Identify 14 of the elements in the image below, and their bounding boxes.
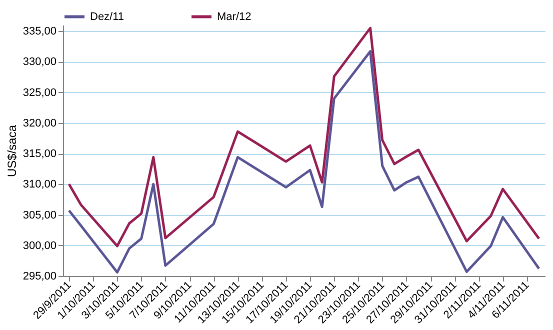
y-tick-label: 305,00 xyxy=(22,209,56,222)
line-series xyxy=(68,50,540,274)
legend-label: Mar/12 xyxy=(217,10,252,23)
y-tick-label: 295,00 xyxy=(22,270,56,282)
y-axis-title: US$/saca xyxy=(4,124,19,178)
y-tick-label: 320,00 xyxy=(22,117,56,130)
line-series xyxy=(68,26,540,248)
legend-label: Dez/11 xyxy=(90,10,124,23)
y-tick-label: 300,00 xyxy=(22,240,56,252)
y-tick-label: 330,00 xyxy=(22,56,56,68)
y-tick-label: 325,00 xyxy=(22,86,56,99)
y-tick-label: 335,00 xyxy=(22,26,56,38)
y-tick-label: 310,00 xyxy=(22,178,56,191)
y-tick-label: 315,00 xyxy=(22,148,56,160)
